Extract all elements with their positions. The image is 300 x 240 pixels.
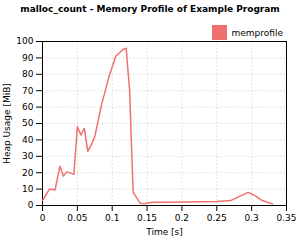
svg-text:0: 0 [28, 200, 34, 210]
svg-text:0.25: 0.25 [207, 213, 227, 223]
svg-text:20: 20 [22, 168, 34, 178]
svg-text:0.3: 0.3 [244, 213, 258, 223]
html-text:malloc_count - Memory Profile: malloc_count - Memory Profile of Example… [20, 4, 280, 14]
svg-text:0: 0 [40, 213, 46, 223]
svg-text:Time [s]: Time [s] [145, 227, 183, 237]
svg-text:Heap Usage [MiB]: Heap Usage [MiB] [2, 83, 12, 164]
svg-text:0.05: 0.05 [67, 213, 87, 223]
svg-text:0.1: 0.1 [105, 213, 119, 223]
svg-text:90: 90 [22, 53, 34, 63]
svg-text:50: 50 [22, 118, 34, 128]
svg-text:60: 60 [22, 102, 34, 112]
svg-text:30: 30 [22, 151, 34, 161]
svg-text:100: 100 [16, 36, 33, 46]
svg-text:70: 70 [22, 86, 34, 96]
svg-text:0.2: 0.2 [175, 213, 189, 223]
svg-text:80: 80 [22, 69, 34, 79]
svg-text:40: 40 [22, 135, 34, 145]
html-text:memprofile: memprofile [231, 27, 283, 38]
svg-text:10: 10 [22, 184, 34, 194]
svg-text:0.35: 0.35 [276, 213, 296, 223]
svg-text:0.15: 0.15 [137, 213, 157, 223]
